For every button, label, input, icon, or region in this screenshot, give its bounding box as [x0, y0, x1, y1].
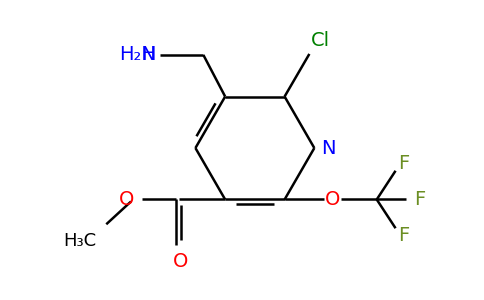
Text: O: O: [173, 252, 188, 271]
Text: N: N: [321, 139, 336, 158]
Text: Cl: Cl: [311, 31, 331, 50]
Text: F: F: [414, 190, 425, 209]
Text: H: H: [141, 45, 156, 64]
Text: F: F: [398, 226, 410, 245]
Text: O: O: [324, 190, 340, 209]
Text: H₂N: H₂N: [119, 45, 156, 64]
Text: H₃C: H₃C: [63, 232, 96, 250]
Text: F: F: [398, 154, 410, 173]
Text: O: O: [119, 190, 134, 209]
